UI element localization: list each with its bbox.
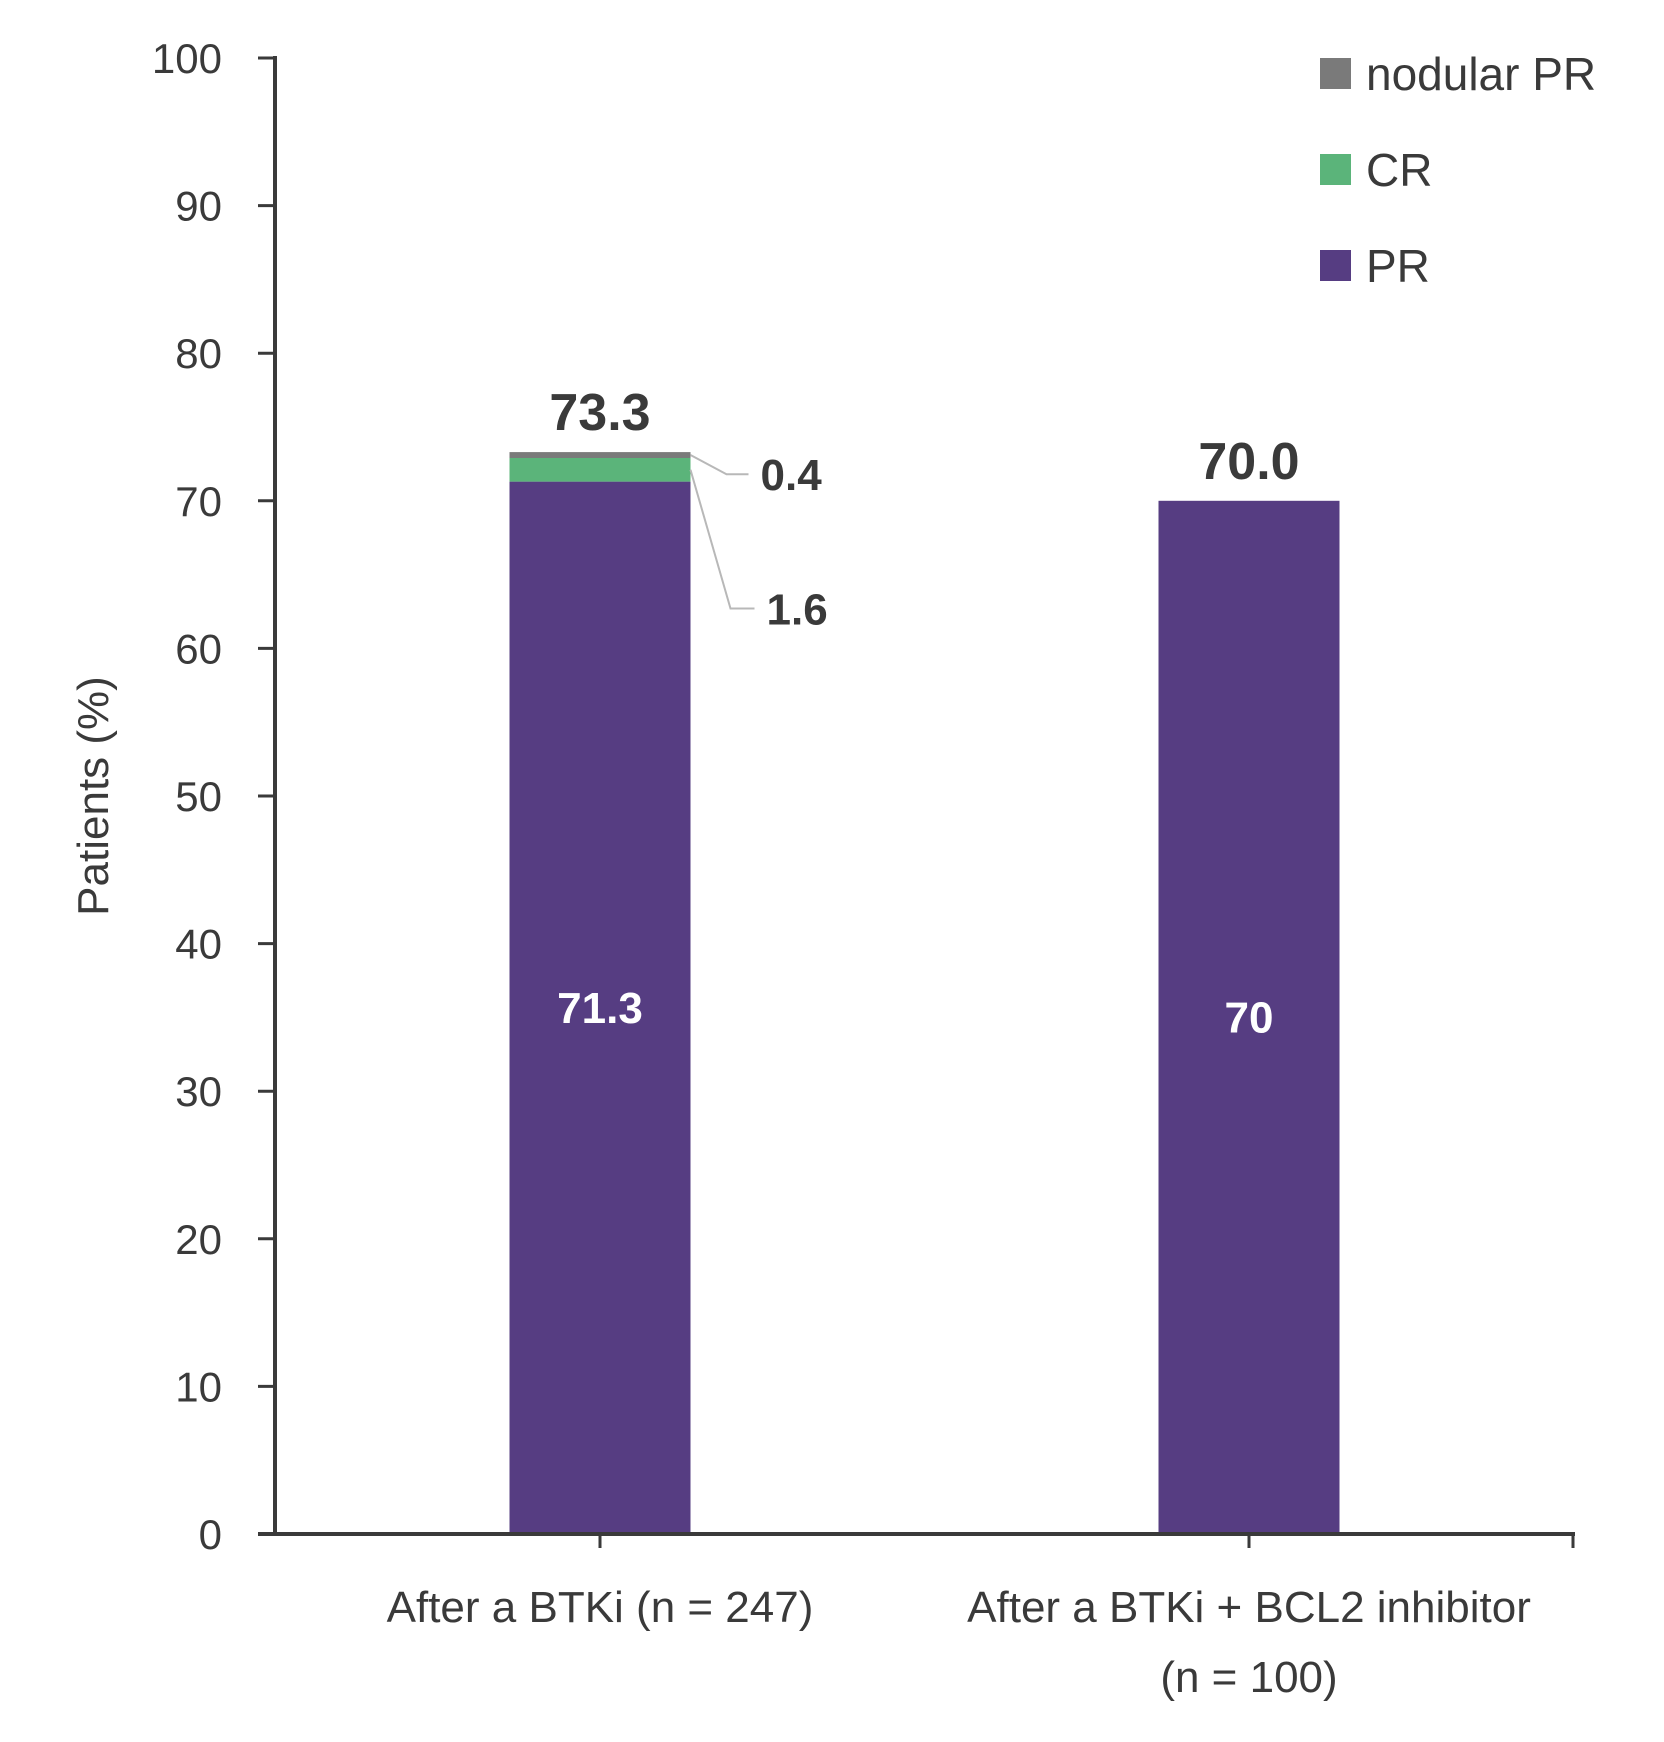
y-tick-label: 10	[175, 1363, 222, 1410]
callout-label-nodular-pr: 0.4	[761, 451, 823, 500]
y-tick-label: 60	[175, 625, 222, 672]
y-tick-label: 100	[152, 35, 222, 82]
y-axis-ticks: 0 10 20 30 40 50 60 70 80 90 100	[152, 35, 275, 1558]
y-axis-title: Patients (%)	[69, 676, 118, 916]
callout-line	[690, 454, 749, 476]
data-labels: 71.3 73.3 70 70.0 0.4 1.6	[549, 384, 1299, 1042]
x-category-label: (n = 100)	[1160, 1653, 1337, 1702]
y-tick-label: 70	[175, 478, 222, 525]
bar-segment-cr	[509, 457, 691, 482]
callout-label-cr: 1.6	[767, 586, 828, 635]
legend-swatch	[1320, 250, 1351, 281]
bar-total-label: 73.3	[549, 384, 650, 442]
bar-segment-pr	[1158, 500, 1340, 1534]
y-tick-label: 50	[175, 773, 222, 820]
legend-swatch	[1320, 58, 1351, 89]
bar-value-label: 70	[1225, 993, 1274, 1042]
legend-label: PR	[1366, 240, 1430, 292]
x-axis-categories: After a BTKi (n = 247) After a BTKi + BCL…	[387, 1534, 1575, 1702]
x-category-label: After a BTKi (n = 247)	[387, 1583, 814, 1632]
y-tick-label: 80	[175, 330, 222, 377]
legend: nodular PR CR PR	[1320, 48, 1596, 292]
y-tick-label: 90	[175, 183, 222, 230]
y-tick-label: 0	[199, 1511, 222, 1558]
x-category-label: After a BTKi + BCL2 inhibitor	[967, 1583, 1531, 1632]
bar-segment-nodular-pr	[509, 452, 691, 458]
callout-line	[689, 469, 755, 610]
y-tick-label: 40	[175, 921, 222, 968]
bar-total-label: 70.0	[1198, 433, 1299, 491]
y-tick-label: 30	[175, 1068, 222, 1115]
legend-swatch	[1320, 154, 1351, 185]
bar-segment-pr	[509, 481, 691, 1534]
bars	[509, 452, 1340, 1534]
y-tick-label: 20	[175, 1216, 222, 1263]
bar-value-label: 71.3	[557, 984, 643, 1033]
legend-label: CR	[1366, 144, 1432, 196]
legend-label: nodular PR	[1366, 48, 1596, 100]
